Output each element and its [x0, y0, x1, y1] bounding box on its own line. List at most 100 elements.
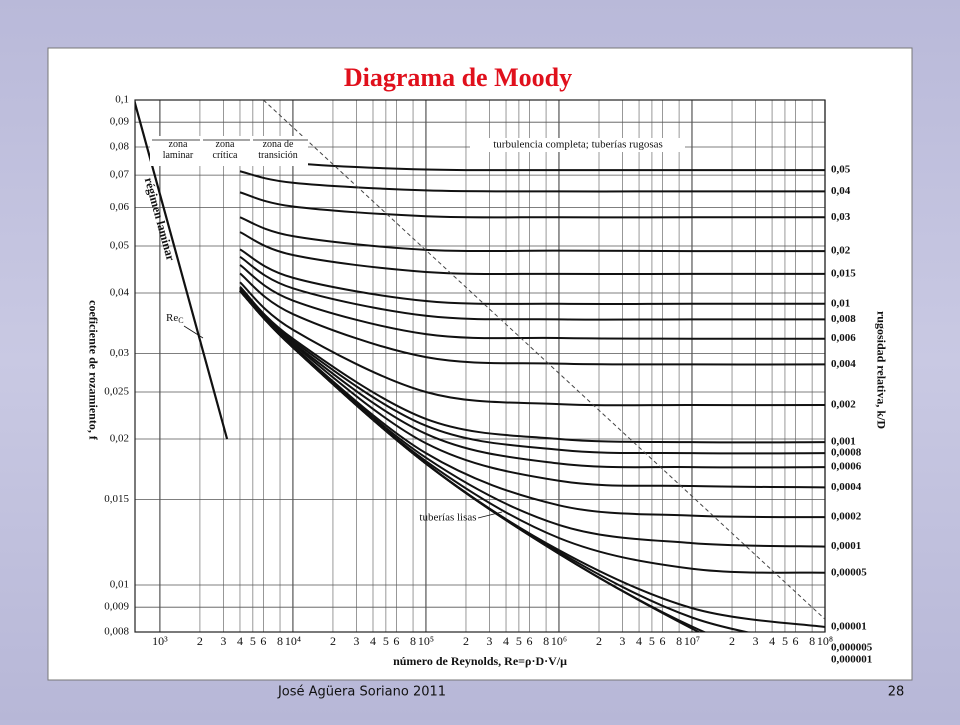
series-label: 0,002	[831, 399, 856, 411]
series-label: 0,03	[831, 211, 851, 223]
x-tick-label: 8	[676, 634, 682, 648]
x-tick-label: 10⁸	[817, 634, 833, 648]
series-label: 0,0006	[831, 461, 862, 473]
series-line	[239, 287, 825, 469]
x-tick-label: 2	[596, 634, 602, 648]
annotation: turbulencia completa; tuberías rugosas	[493, 139, 663, 151]
plot-frame	[134, 99, 826, 633]
x-tick-label: 5	[516, 634, 522, 648]
series-line	[239, 288, 825, 489]
y-tick-label: 0,01	[110, 579, 129, 591]
x-tick-label: 8	[410, 634, 416, 648]
curves	[135, 100, 825, 632]
x-tick-label: 3	[353, 634, 359, 648]
dashed-line	[263, 100, 825, 620]
x-tick-label: 10⁷	[684, 634, 700, 648]
x-tick-label: 6	[393, 634, 399, 648]
y-tick-label: 0,05	[110, 240, 130, 252]
zone-label-line: zona de	[263, 139, 294, 150]
y-tick-label: 0,06	[110, 201, 130, 213]
series-label: 0,01	[831, 297, 850, 309]
label-bg	[470, 138, 685, 152]
y-tick-label: 0,08	[110, 141, 130, 153]
x-tick-label: 5	[250, 634, 256, 648]
series-line	[239, 231, 825, 276]
x-axis-label: número de Reynolds, Re=ρ·D·V/μ	[393, 654, 567, 668]
rec-sub: C	[178, 316, 183, 325]
x-tick-label: 5	[649, 634, 655, 648]
series-label: 0,001	[831, 436, 856, 448]
series-label: 0,02	[831, 245, 851, 257]
series-label: 0,00001	[831, 621, 867, 633]
series-line	[239, 287, 825, 455]
series-label: 0,0001	[831, 540, 861, 552]
x-tick-label: 6	[526, 634, 532, 648]
label-bg	[150, 136, 308, 166]
x-tick-label: 10⁴	[285, 634, 301, 648]
y-tick-label: 0,1	[115, 94, 129, 106]
annotation: ReC	[166, 312, 184, 325]
leader	[183, 325, 204, 339]
x-tick-label: 8	[277, 634, 283, 648]
series-label: 0,0002	[831, 511, 862, 523]
y-tick-label: 0,025	[104, 386, 129, 398]
series-label: 0,05	[831, 164, 851, 176]
x-tick-label: 8	[809, 634, 815, 648]
series-label: 0,0004	[831, 481, 862, 493]
series-line	[239, 290, 701, 632]
zone-label-line: laminar	[163, 150, 194, 161]
series-label: 0,0008	[831, 447, 862, 459]
x-tick-label: 6	[792, 634, 798, 648]
x-tick-label: 3	[486, 634, 492, 648]
series-line	[239, 170, 825, 193]
x-tick-label: 6	[260, 634, 266, 648]
x-tick-label: 2	[330, 634, 336, 648]
y-tick-label: 0,04	[110, 287, 130, 299]
y2-axis-label: rugosidad relativa, k/D	[874, 311, 888, 429]
x-tick-label: 6	[659, 634, 665, 648]
x-tick-label: 4	[636, 634, 642, 648]
x-tick-label: 5	[782, 634, 788, 648]
x-tick-label: 4	[370, 634, 376, 648]
series-label: 0,000001	[831, 654, 872, 666]
y-tick-label: 0,02	[110, 433, 129, 445]
series-line	[239, 281, 825, 407]
x-tick-label: 3	[752, 634, 758, 648]
series-label: 0,000005	[831, 642, 873, 654]
footer-page: 28	[888, 685, 905, 700]
series-label: 0,00005	[831, 566, 867, 578]
series-label: 0,015	[831, 267, 856, 279]
series-line	[239, 264, 825, 340]
footer-author: José Agüera Soriano 2011	[277, 685, 446, 700]
x-tick-label: 4	[769, 634, 775, 648]
zone-label-line: zona	[169, 139, 188, 150]
y-tick-label: 0,015	[104, 493, 129, 505]
x-tick-label: 4	[503, 634, 509, 648]
x-tick-label: 8	[543, 634, 549, 648]
leader	[477, 511, 503, 519]
series-line	[239, 248, 825, 306]
zone-label: zona de transición	[258, 139, 297, 161]
x-tick-label: 10³	[152, 634, 168, 648]
zone-label-line: transición	[258, 150, 297, 161]
x-tick-label: 3	[619, 634, 625, 648]
y-tick-label: 0,09	[110, 116, 130, 128]
series-label: 0,004	[831, 358, 856, 370]
series-label: 0,006	[831, 332, 856, 344]
zone-label: zona crítica	[213, 139, 239, 161]
series-label: tuberías lisas	[419, 512, 476, 524]
x-tick-label: 3	[220, 634, 226, 648]
chart-title: Diagrama de Moody	[344, 63, 572, 92]
zone-label-line: zona	[216, 139, 235, 150]
x-tick-label: 10⁵	[418, 634, 434, 648]
laminar-line	[135, 100, 229, 440]
series-line	[239, 216, 825, 253]
y-axis-label: coeficiente de rozamiento, f	[86, 300, 100, 441]
rec-main: Re	[166, 312, 178, 324]
x-tick-label: 2	[463, 634, 469, 648]
series-line	[239, 255, 825, 321]
x-tick-label: 2	[197, 634, 203, 648]
zone-label: zona laminar	[163, 139, 194, 161]
